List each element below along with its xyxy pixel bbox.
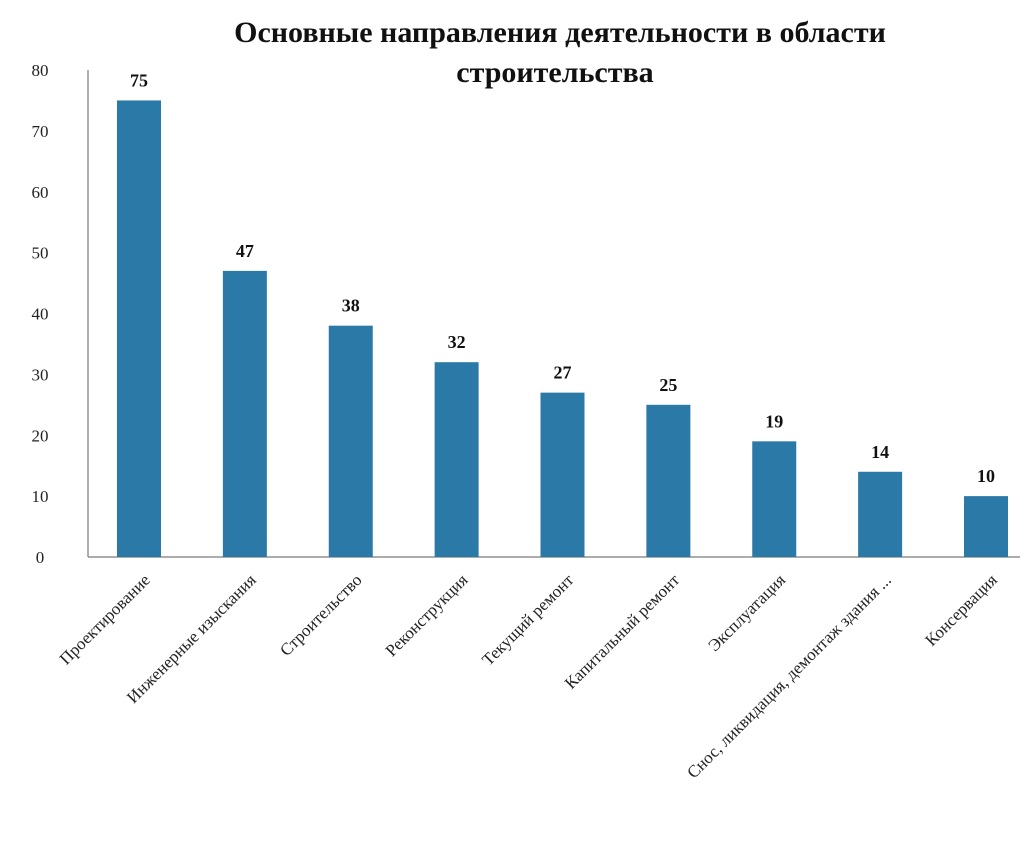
- data-label: 10: [977, 466, 995, 486]
- data-label: 47: [236, 241, 254, 261]
- bar: [117, 100, 161, 557]
- y-tick-label: 80: [32, 61, 49, 80]
- bar: [858, 471, 903, 557]
- x-tick-label: Эксплуатация: [704, 570, 789, 655]
- x-tick-label: Текущий ремонт: [478, 570, 578, 670]
- data-label: 14: [871, 442, 889, 462]
- data-labels: 75 47 38 32 27 25 19 14 10: [130, 70, 995, 486]
- y-tick-label: 70: [32, 122, 49, 141]
- bar: [752, 441, 797, 557]
- y-axis-ticks: 0 10 20 30 40 50 60 70 80: [32, 61, 49, 567]
- data-label: 32: [448, 332, 466, 352]
- x-tick-label: Проектирование: [56, 570, 154, 668]
- data-label: 27: [554, 363, 572, 383]
- bar: [540, 392, 585, 557]
- y-tick-label: 60: [32, 183, 49, 202]
- x-tick-label: Реконструкция: [382, 570, 472, 660]
- y-tick-label: 10: [32, 487, 49, 506]
- y-tick-label: 20: [32, 426, 49, 445]
- chart-title-line-2: строительства: [456, 56, 653, 89]
- data-label: 25: [659, 375, 677, 395]
- data-label: 75: [130, 70, 148, 90]
- x-tick-label: Строительство: [276, 570, 365, 659]
- y-tick-label: 30: [32, 365, 49, 384]
- x-tick-label: Консервация: [921, 570, 1001, 650]
- x-tick-label: Капитальный ремонт: [561, 570, 684, 693]
- bar: [434, 362, 479, 557]
- y-tick-label: 0: [36, 548, 45, 567]
- y-tick-label: 40: [32, 305, 49, 324]
- data-label: 19: [765, 411, 783, 431]
- bars: [117, 100, 1008, 557]
- y-tick-label: 50: [32, 244, 49, 263]
- bar: [646, 404, 691, 557]
- bar: [222, 270, 267, 557]
- x-tick-label: Снос, ликвидация, демонтаж здания ...: [683, 570, 895, 782]
- bar: [964, 496, 1008, 557]
- data-label: 38: [342, 296, 360, 316]
- bar: [328, 325, 373, 557]
- chart-title-line-1: Основные направления деятельности в обла…: [234, 16, 886, 49]
